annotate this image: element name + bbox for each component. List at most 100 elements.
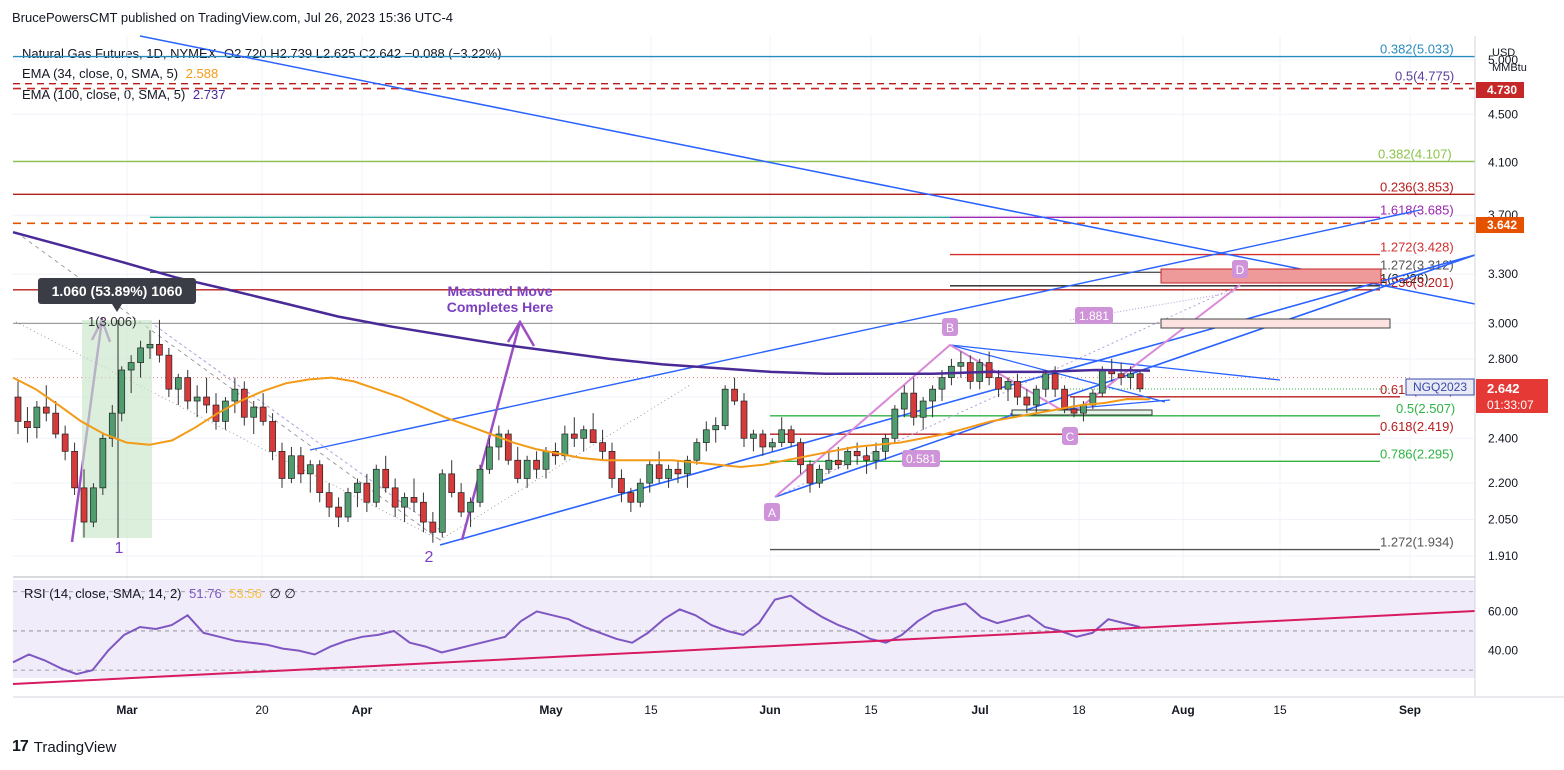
footer-brand[interactable]: 17 TradingView	[12, 738, 116, 756]
candle-body	[429, 521, 437, 533]
candle-body	[542, 450, 550, 470]
candle-body	[467, 501, 474, 513]
x-tick-label: May	[539, 703, 563, 717]
tradingview-logo: 17	[12, 738, 29, 755]
candle-body	[1061, 388, 1068, 410]
abcd-badge	[1062, 427, 1078, 445]
candle-body	[674, 468, 682, 475]
fib-label: 0.5(4.775)	[1395, 69, 1454, 84]
fib-label: 0.618(2.419)	[1380, 419, 1454, 434]
candle-body	[627, 492, 635, 503]
candle-body	[316, 464, 324, 493]
candle-body	[363, 482, 371, 503]
abcd-badge-label: A	[768, 506, 776, 520]
legend-ema34-row[interactable]: EMA (34, close, 0, SMA, 5) 2.588	[22, 66, 218, 81]
candle-body	[410, 497, 418, 503]
x-tick-label: Mar	[116, 703, 138, 717]
ratio-badge	[1075, 307, 1113, 324]
x-tick-label: Jul	[971, 703, 988, 717]
abcd-badge	[764, 503, 780, 521]
candle-body	[42, 406, 50, 414]
candle-body	[80, 487, 88, 523]
candle-body	[646, 464, 654, 484]
candle-body	[891, 408, 899, 439]
annotations: 1.060 (53.89%) 1060 Measured MoveComplete…	[38, 82, 1548, 566]
y-tick-label: 2.800	[1488, 352, 1518, 366]
candle-body	[504, 433, 512, 461]
candle-body	[335, 506, 342, 518]
candle-body	[71, 450, 78, 489]
candle-body	[231, 388, 239, 402]
candle-body	[193, 396, 201, 402]
fib-label: 0.382(4.107)	[1378, 146, 1452, 161]
candle-body	[853, 450, 861, 457]
candle-body	[655, 464, 663, 479]
candle-body	[1023, 396, 1031, 406]
candle-body	[1004, 381, 1012, 390]
candle-body	[1089, 392, 1097, 406]
candle-body	[665, 468, 672, 479]
candle-body	[495, 433, 503, 448]
x-tick-label: 20	[255, 703, 269, 717]
candle-body	[872, 450, 880, 461]
candle-body	[797, 442, 804, 466]
fib-label: 0.236(3.201)	[1380, 275, 1454, 290]
candle-body	[618, 478, 625, 493]
trend-line	[774, 254, 1476, 498]
legend-ema100-row[interactable]: EMA (100, close, 0, SMA, 5) 2.737	[22, 87, 225, 102]
candle-body	[768, 442, 776, 448]
candle-body	[14, 396, 22, 422]
y-tick-label: 5.000	[1488, 53, 1518, 67]
candle-body	[203, 396, 210, 406]
candle-body	[740, 400, 748, 439]
y-tick-label: 3.300	[1488, 267, 1518, 281]
candle-body	[693, 442, 701, 461]
candle-body	[514, 459, 522, 479]
candle-body	[476, 468, 484, 503]
candle-body	[759, 433, 767, 448]
fib-label: 1.272(1.934)	[1380, 535, 1454, 550]
legend-ema100-label: EMA (100, close, 0, SMA, 5)	[22, 87, 186, 102]
y-tick-label: 2.050	[1488, 513, 1518, 527]
projection-line	[439, 384, 691, 541]
candle-body	[1032, 388, 1040, 406]
candle-body	[1127, 373, 1134, 378]
candle-body	[288, 455, 295, 479]
fib-label: 0.5(2.507)	[1396, 401, 1455, 416]
abcd-badge	[942, 318, 958, 336]
rsi-sma-value: 53.56	[229, 586, 262, 601]
candle-body	[108, 412, 116, 439]
candle-body	[900, 392, 908, 410]
rsi-label: RSI (14, close, SMA, 14, 2)	[24, 586, 182, 601]
candle-body	[863, 455, 870, 461]
trend-line	[439, 254, 1476, 546]
footer-brand-name: TradingView	[33, 738, 117, 756]
x-tick-label: 15	[644, 703, 658, 717]
candle-body	[99, 437, 107, 489]
ema-lines	[12, 230, 1151, 469]
candle-body	[372, 468, 380, 503]
ema100-line	[12, 230, 1151, 376]
candle-body	[523, 459, 531, 479]
candle-body	[438, 473, 446, 533]
candle-body	[1136, 373, 1144, 390]
candle-body	[344, 492, 352, 518]
candle-body	[1051, 373, 1059, 390]
x-tick-label: Sep	[1399, 703, 1421, 717]
abcd-pattern	[774, 284, 1241, 498]
y-tick-label: 2.400	[1488, 431, 1518, 445]
candle-body	[127, 362, 135, 371]
rsi-legend[interactable]: RSI (14, close, SMA, 14, 2) 51.76 53.56 …	[24, 586, 296, 602]
abcd-badge-label: C	[1066, 430, 1075, 444]
y-tick-label: 4.500	[1488, 107, 1518, 121]
candle-body	[750, 433, 757, 439]
candle-body	[259, 406, 267, 422]
candle-body	[985, 362, 993, 378]
rsi-tick-label: 60.00	[1488, 604, 1518, 618]
axes: 5.0004.5004.1003.7003.3003.0002.8002.600…	[13, 36, 1564, 717]
rsi-trend-line	[12, 610, 1476, 685]
candle-body	[938, 377, 946, 390]
candle-body	[533, 459, 540, 470]
candle-body	[297, 455, 305, 475]
